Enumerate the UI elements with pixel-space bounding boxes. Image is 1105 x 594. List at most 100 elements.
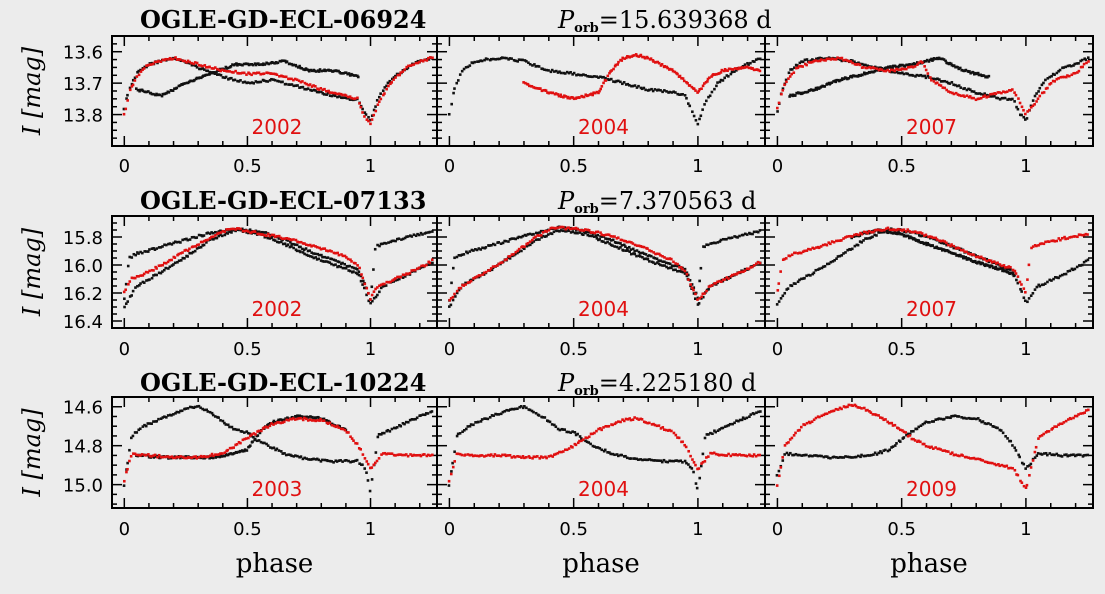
data-point: [919, 440, 922, 444]
data-point: [124, 288, 127, 292]
data-point: [346, 72, 349, 76]
data-point: [130, 436, 133, 440]
data-point: [270, 77, 273, 81]
data-point: [844, 405, 847, 409]
data-point: [409, 453, 412, 456]
data-point: [923, 65, 926, 68]
data-point: [741, 66, 745, 70]
season-label: 2002: [252, 297, 303, 321]
data-point: [547, 455, 551, 458]
data-point: [616, 236, 620, 240]
data-point: [488, 416, 492, 419]
data-point: [1040, 434, 1044, 437]
data-point: [183, 237, 187, 241]
data-point: [372, 108, 376, 112]
data-point: [820, 266, 824, 270]
data-point: [1013, 468, 1017, 472]
data-point: [957, 67, 961, 71]
data-point: [405, 65, 408, 69]
data-point: [197, 63, 201, 67]
data-point: [496, 57, 499, 61]
data-point: [337, 459, 341, 462]
data-point: [226, 69, 230, 73]
data-point: [703, 82, 706, 85]
data-point: [347, 72, 351, 75]
data-point: [974, 92, 978, 95]
data-point: [630, 241, 633, 244]
data-point: [479, 420, 483, 423]
data-point: [674, 262, 677, 265]
data-point: [989, 92, 992, 96]
data-point: [449, 303, 453, 307]
data-point: [296, 84, 299, 87]
data-point: [872, 453, 875, 456]
data-point: [893, 444, 897, 447]
data-point: [336, 260, 340, 263]
data-point: [615, 453, 619, 456]
data-point: [321, 259, 325, 263]
data-point: [274, 72, 277, 76]
data-point: [203, 455, 206, 458]
data-point: [170, 414, 173, 417]
data-point: [202, 243, 206, 247]
data-point: [738, 453, 741, 456]
data-point: [908, 432, 912, 436]
data-point: [822, 413, 826, 417]
data-point: [379, 97, 383, 101]
data-point: [1052, 277, 1055, 281]
data-point: [866, 454, 870, 457]
data-point: [921, 74, 924, 78]
data-point: [270, 236, 273, 240]
data-point: [884, 69, 888, 73]
data-point: [334, 263, 337, 266]
data-point: [159, 455, 163, 459]
data-point: [873, 451, 877, 455]
data-point: [135, 453, 139, 457]
x-axis-label: phase: [562, 549, 640, 579]
data-point: [613, 80, 617, 84]
data-point: [141, 251, 144, 255]
data-point: [394, 74, 397, 78]
data-point: [746, 61, 749, 65]
data-point: [245, 231, 249, 234]
y-tick-label: 13.7: [63, 74, 103, 95]
data-point: [339, 92, 343, 96]
data-point: [720, 68, 724, 72]
data-point: [925, 58, 929, 62]
data-point: [454, 295, 457, 298]
data-point: [1084, 259, 1088, 263]
data-point: [281, 452, 285, 455]
data-point: [949, 416, 952, 420]
data-point: [838, 406, 842, 410]
data-point: [964, 68, 968, 72]
data-point: [968, 252, 972, 256]
data-point: [296, 240, 299, 244]
data-point: [993, 462, 996, 466]
data-point: [399, 71, 403, 74]
data-point: [1031, 457, 1035, 461]
data-point: [967, 87, 970, 91]
data-point: [1068, 236, 1072, 239]
data-point: [385, 452, 388, 456]
data-point: [508, 255, 512, 258]
x-tick-label: 1: [365, 339, 376, 360]
data-point: [751, 66, 754, 70]
data-point: [503, 258, 507, 262]
data-point: [483, 417, 486, 420]
data-point: [735, 272, 738, 276]
data-point: [687, 102, 690, 105]
data-point: [705, 456, 708, 459]
data-point: [191, 245, 195, 248]
data-point: [167, 58, 170, 61]
data-point: [787, 71, 791, 75]
data-point: [936, 77, 939, 81]
data-point: [1066, 270, 1070, 273]
data-point: [135, 87, 138, 90]
data-point: [168, 56, 172, 60]
data-point: [972, 417, 976, 420]
data-point: [950, 243, 953, 246]
data-point: [264, 79, 268, 83]
data-point: [306, 419, 310, 422]
data-point: [700, 462, 703, 465]
data-point: [415, 453, 419, 457]
